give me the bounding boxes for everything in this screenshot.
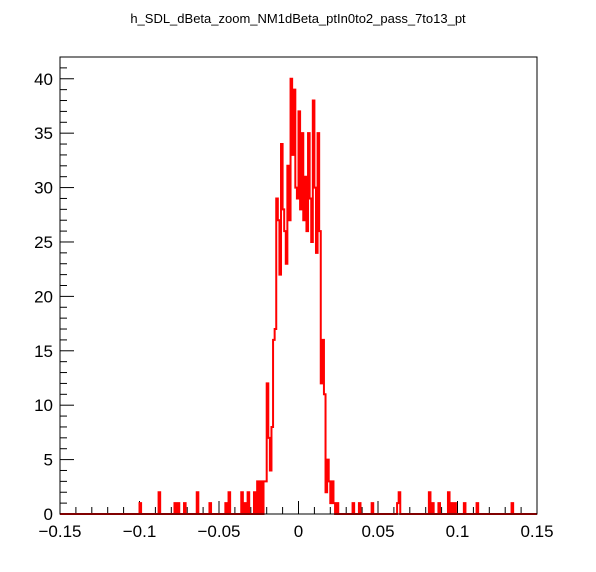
tick-labels: −0.15 −0.1 −0.05 0 0.05 0.1 0.15 0 5 10 15 20 25 30 35…	[34, 70, 553, 541]
x-tick-label: 0.1	[446, 522, 470, 541]
y-tick-label: 0	[44, 505, 53, 524]
x-tick-label: −0.15	[38, 522, 81, 541]
y-tick-label: 15	[34, 342, 53, 361]
y-tick-label: 10	[34, 396, 53, 415]
x-tick-label: 0	[294, 522, 303, 541]
histogram-series-line	[60, 77, 537, 515]
plot-frame	[59, 56, 538, 515]
x-tick-label: −0.05	[197, 522, 240, 541]
axis-ticks	[59, 56, 538, 515]
x-tick-label: 0.05	[361, 522, 394, 541]
y-tick-label: 40	[34, 70, 53, 89]
x-tick-label: 0.15	[520, 522, 553, 541]
chart-title: h_SDL_dBeta_zoom_NM1dBeta_ptIn0to2_pass_…	[130, 11, 466, 26]
y-tick-label: 30	[34, 179, 53, 198]
y-tick-label: 35	[34, 124, 53, 143]
y-tick-label: 20	[34, 287, 53, 306]
x-tick-label: −0.1	[123, 522, 157, 541]
y-tick-label: 25	[34, 233, 53, 252]
y-tick-label: 5	[44, 451, 53, 470]
